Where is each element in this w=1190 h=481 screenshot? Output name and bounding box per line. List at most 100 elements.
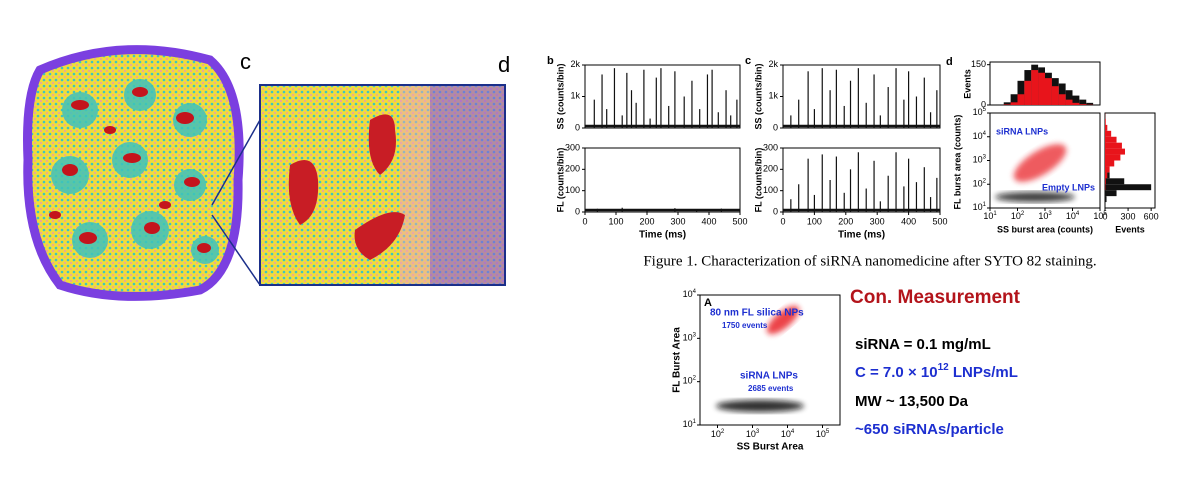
plot-frame: [699, 294, 841, 426]
measurement-line: siRNA = 0.1 mg/mL: [855, 336, 991, 353]
hist-bar: [1105, 190, 1117, 197]
tick-sup: 3: [693, 332, 697, 338]
tick-base: 10: [781, 429, 791, 439]
tick-label: 0: [575, 122, 580, 132]
tick-base: 10: [1066, 211, 1076, 221]
zoom-line: [211, 119, 261, 206]
tick-base: 10: [1038, 211, 1048, 221]
tick-base: 1k: [570, 91, 580, 101]
hist-bar: [1079, 104, 1087, 105]
tick-base: 10: [816, 429, 826, 439]
tick-label: 300: [1121, 211, 1136, 221]
hist-bar: [1031, 70, 1039, 105]
tick-base: 10: [1093, 211, 1103, 221]
hist-bar: [1105, 178, 1106, 185]
tick-base: 10: [983, 211, 993, 221]
hist-bar: [1105, 124, 1108, 131]
caption: Figure 1. Characterization of siRNA nano…: [643, 253, 1096, 269]
hist-bar: [1105, 160, 1115, 167]
tick-label: 0: [1102, 211, 1107, 221]
tick-sup: 2: [1021, 211, 1025, 217]
tick-base: 10: [973, 202, 983, 212]
hist-bar: [1065, 99, 1073, 105]
axis-label: FL (counts/bin): [555, 148, 565, 213]
axis-label: SS (counts/bin): [555, 64, 565, 130]
scatter-cloud: [716, 400, 804, 412]
plot-frame: [584, 147, 741, 213]
panel-label: b: [547, 55, 554, 67]
axis-label: SS Burst Area: [737, 442, 804, 453]
tick-sup: 3: [1048, 211, 1052, 217]
hist-bar: [1072, 95, 1080, 105]
hist-bar: [1010, 94, 1018, 105]
tick-label: 101: [973, 202, 987, 213]
tick-label: 200: [763, 164, 778, 174]
tick-label: 104: [781, 429, 795, 440]
hist-bar: [1105, 196, 1107, 203]
axis-label: Events: [962, 69, 972, 99]
hist-bar: [1105, 172, 1108, 179]
tick-base: 10: [683, 376, 693, 386]
tick-sup: 5: [1103, 211, 1107, 217]
hist-bar: [1072, 102, 1080, 105]
axis-label: FL burst area (counts): [952, 115, 962, 210]
tick-sup: 4: [791, 429, 795, 435]
tick-sup: 2: [721, 429, 725, 435]
hist-bar: [1010, 102, 1018, 105]
scatter-cloud: [766, 305, 800, 335]
zoom-render: [259, 84, 506, 286]
tick-label: 102: [973, 178, 987, 189]
tick-base: 1k: [768, 91, 778, 101]
tick-base: 10: [746, 429, 756, 439]
tick-label: 500: [732, 216, 747, 226]
tick-label: 105: [973, 107, 987, 118]
axis-label: Time (ms): [838, 230, 885, 241]
tick-label: 103: [1038, 211, 1052, 222]
plot-frame: [782, 147, 941, 213]
panel-label: d: [498, 52, 510, 77]
tick-base: 10: [683, 289, 693, 299]
tick-label: 1k: [768, 91, 778, 101]
hist-bar: [1105, 154, 1121, 161]
tick-label: 0: [981, 99, 986, 109]
tick-label: 0: [780, 216, 785, 226]
panel-label: A: [704, 297, 712, 309]
tick-sup: 1: [693, 419, 697, 425]
tick-base: 10: [973, 131, 983, 141]
tick-label: 200: [639, 216, 654, 226]
tick-label: 1k: [570, 91, 580, 101]
axis-label: SS (counts/bin): [753, 64, 763, 130]
tick-label: 101: [983, 211, 997, 222]
hist-bar: [1058, 94, 1066, 105]
tick-label: 2k: [768, 59, 778, 69]
tick-label: 100: [807, 216, 822, 226]
hist-bar: [1105, 142, 1122, 149]
hist-bar: [1045, 78, 1052, 105]
annotation: 80 nm FL silica NPs: [710, 308, 804, 319]
tick-label: 150: [971, 59, 986, 69]
tick-label: 100: [608, 216, 623, 226]
measurement-line: C = 7.0 × 1012 LNPs/mL: [855, 362, 1018, 381]
tick-label: 200: [838, 216, 853, 226]
tick-label: 101: [683, 419, 697, 430]
tick-sup: 1: [993, 211, 997, 217]
hist-bar: [1017, 80, 1025, 105]
tick-label: 103: [973, 154, 987, 165]
tick-label: 2k: [570, 59, 580, 69]
tick-label: 300: [565, 142, 580, 152]
tick-base: 10: [973, 155, 983, 165]
tick-label: 104: [973, 130, 987, 141]
tick-label: 500: [932, 216, 947, 226]
measurement-line: ~650 siRNAs/particle: [855, 421, 1004, 438]
hist-bar: [1105, 118, 1106, 125]
tick-label: 300: [870, 216, 885, 226]
tick-base: 10: [973, 179, 983, 189]
tick-sup: 2: [693, 375, 697, 381]
tick-label: 300: [670, 216, 685, 226]
tick-label: 103: [746, 429, 760, 440]
axis-label: Events: [1115, 224, 1145, 234]
hist-bar: [1093, 104, 1100, 105]
measurement-line: MW ~ 13,500 Da: [855, 393, 969, 410]
annotation: siRNA LNPs: [996, 126, 1048, 136]
